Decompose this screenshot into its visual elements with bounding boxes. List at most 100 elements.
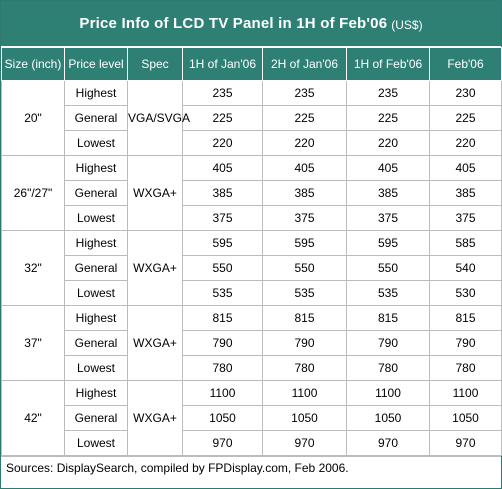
spec-cell: WXGA+ xyxy=(127,230,183,306)
table-row: General 385 385 385 385 xyxy=(2,180,502,206)
price-value-cell: 385 xyxy=(429,180,502,206)
price-value-cell: 225 xyxy=(346,105,430,131)
price-value-cell: 780 xyxy=(429,355,502,381)
price-value-cell: 595 xyxy=(182,230,263,256)
table-row: General 790 790 790 790 xyxy=(2,330,502,356)
spec-cell: WXGA+ xyxy=(127,305,183,381)
price-value-cell: 405 xyxy=(262,155,347,181)
price-value-cell: 550 xyxy=(346,255,430,281)
price-level-cell: Lowest xyxy=(64,205,128,231)
currency-unit: (US$) xyxy=(391,17,423,32)
price-level-cell: General xyxy=(64,180,128,206)
price-level-cell: General xyxy=(64,405,128,431)
spec-cell: VGA/SVGA xyxy=(127,80,190,156)
price-value-cell: 970 xyxy=(346,430,430,456)
price-value-cell: 790 xyxy=(346,330,430,356)
price-value-cell: 235 xyxy=(262,80,347,106)
price-value-cell: 535 xyxy=(182,280,263,306)
price-value-cell: 815 xyxy=(429,305,502,331)
table-row: Lowest 780 780 780 780 xyxy=(2,355,502,381)
price-value-cell: 385 xyxy=(182,180,263,206)
header-1h-jan: 1H of Jan'06 xyxy=(182,47,263,81)
table-row: General 550 550 550 540 xyxy=(2,255,502,281)
price-value-cell: 790 xyxy=(262,330,347,356)
price-value-cell: 220 xyxy=(429,130,502,156)
price-level-cell: Lowest xyxy=(64,355,128,381)
price-level-cell: General xyxy=(64,105,128,131)
table-row: 37" Highest WXGA+ 815 815 815 815 xyxy=(1,305,502,381)
price-level-cell: Lowest xyxy=(64,280,128,306)
table-row: 20" Highest VGA/SVGA 235 235 235 230 xyxy=(1,80,502,156)
price-value-cell: 815 xyxy=(262,305,347,331)
price-level-cell: General xyxy=(64,330,128,356)
table-row: 32" Highest WXGA+ 595 595 595 585 xyxy=(1,230,502,306)
price-level-cell: General xyxy=(64,255,128,281)
price-value-cell: 540 xyxy=(429,255,502,281)
price-value-cell: 225 xyxy=(262,105,347,131)
price-value-cell: 780 xyxy=(262,355,347,381)
price-value-cell: 585 xyxy=(429,230,502,256)
price-value-cell: 550 xyxy=(262,255,347,281)
price-level-cell: Highest xyxy=(64,305,128,331)
title-bar: Price Info of LCD TV Panel in 1H of Feb'… xyxy=(1,1,501,47)
header-feb: Feb'06 xyxy=(429,47,502,81)
price-value-cell: 225 xyxy=(182,105,263,131)
price-value-cell: 405 xyxy=(429,155,502,181)
table-body: 20" Highest VGA/SVGA 235 235 235 230 General 225… xyxy=(1,80,502,456)
table-row: Lowest 535 535 535 530 xyxy=(2,280,502,306)
price-value-cell: 970 xyxy=(429,430,502,456)
spec-cell: WXGA+ xyxy=(127,380,183,456)
price-level-cell: Lowest xyxy=(64,130,128,156)
price-value-cell: 550 xyxy=(182,255,263,281)
source-note: Sources: DisplaySearch, compiled by FPDi… xyxy=(1,456,501,479)
price-value-cell: 1100 xyxy=(182,380,263,406)
price-value-cell: 780 xyxy=(182,355,263,381)
spec-cell: WXGA+ xyxy=(127,155,183,231)
header-2h-jan: 2H of Jan'06 xyxy=(262,47,347,81)
price-value-cell: 375 xyxy=(262,205,347,231)
table-row: Lowest 375 375 375 375 xyxy=(2,205,502,231)
price-value-cell: 790 xyxy=(429,330,502,356)
size-cell: 42" xyxy=(1,380,65,456)
price-value-cell: 405 xyxy=(182,155,263,181)
price-value-cell: 595 xyxy=(346,230,430,256)
header-spec: Spec xyxy=(127,47,183,81)
table-row: Lowest 220 220 220 220 xyxy=(2,130,502,156)
price-level-cell: Highest xyxy=(64,230,128,256)
price-value-cell: 385 xyxy=(346,180,430,206)
price-value-cell: 970 xyxy=(182,430,263,456)
price-value-cell: 235 xyxy=(346,80,430,106)
price-value-cell: 1100 xyxy=(262,380,347,406)
size-cell: 37" xyxy=(1,305,65,381)
size-cell: 26"/27" xyxy=(1,155,65,231)
table-row: General 225 225 225 225 xyxy=(2,105,502,131)
price-value-cell: 230 xyxy=(429,80,502,106)
price-value-cell: 1050 xyxy=(262,405,347,431)
price-value-cell: 790 xyxy=(182,330,263,356)
price-value-cell: 780 xyxy=(346,355,430,381)
price-value-cell: 1100 xyxy=(429,380,502,406)
price-value-cell: 815 xyxy=(182,305,263,331)
header-1h-feb: 1H of Feb'06 xyxy=(346,47,430,81)
price-value-cell: 535 xyxy=(346,280,430,306)
table-header-row: Size (inch) Price level Spec 1H of Jan'0… xyxy=(1,47,502,81)
price-value-cell: 595 xyxy=(262,230,347,256)
price-value-cell: 815 xyxy=(346,305,430,331)
price-value-cell: 405 xyxy=(346,155,430,181)
price-value-cell: 970 xyxy=(262,430,347,456)
price-value-cell: 1100 xyxy=(346,380,430,406)
table-row: General 1050 1050 1050 1050 xyxy=(2,405,502,431)
price-level-cell: Highest xyxy=(64,155,128,181)
price-level-cell: Highest xyxy=(64,380,128,406)
price-value-cell: 1050 xyxy=(182,405,263,431)
price-value-cell: 535 xyxy=(262,280,347,306)
price-value-cell: 375 xyxy=(346,205,430,231)
price-table: Size (inch) Price level Spec 1H of Jan'0… xyxy=(1,47,502,456)
header-price-level: Price level xyxy=(64,47,128,81)
table-row: 26"/27" Highest WXGA+ 405 405 405 405 xyxy=(1,155,502,231)
price-value-cell: 235 xyxy=(182,80,263,106)
price-value-cell: 220 xyxy=(182,130,263,156)
price-value-cell: 220 xyxy=(346,130,430,156)
price-value-cell: 530 xyxy=(429,280,502,306)
